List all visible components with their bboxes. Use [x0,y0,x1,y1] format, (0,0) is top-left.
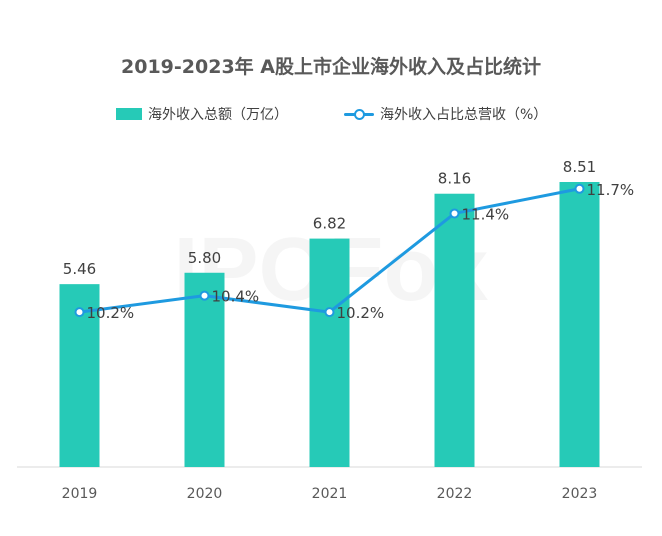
line-point-2020[interactable] [199,290,210,301]
legend-line-label: 海外收入占比总营收（%） [380,107,548,123]
legend-bar-swatch [116,108,142,120]
x-tick-label: 2021 [312,486,348,502]
legend-item-bar-series[interactable]: 海外收入总额（万亿） [116,104,288,124]
line-point-2022[interactable] [449,208,460,219]
line-point-2023[interactable] [574,183,585,194]
line-point-2019[interactable] [74,307,85,318]
bar-value-label: 6.82 [313,215,346,233]
line-value-label: 11.7% [587,181,635,199]
legend-line-swatch [344,108,374,120]
x-tick-label: 2019 [62,486,98,502]
chart-legend: 海外收入总额（万亿） 海外收入占比总营收（%） [0,104,662,128]
bar-value-label: 8.51 [563,158,596,176]
line-value-label: 10.2% [337,304,385,322]
bar-2022[interactable] [434,193,475,467]
legend-bar-label: 海外收入总额（万亿） [148,107,288,123]
x-tick-label: 2020 [187,486,223,502]
bar-2023[interactable] [559,182,600,467]
bar-value-label: 5.46 [63,260,96,278]
x-tick-label: 2022 [437,486,473,502]
bar-2020[interactable] [184,272,225,467]
line-value-label: 10.2% [87,304,135,322]
bar-value-label: 8.16 [438,170,471,188]
x-tick-label: 2023 [562,486,598,502]
chart-title: 2019-2023年 A股上市企业海外收入及占比统计 [121,56,541,78]
line-point-2021[interactable] [324,307,335,318]
line-value-label: 10.4% [212,288,260,306]
bar-value-label: 5.80 [188,249,221,267]
legend-item-line-series[interactable]: 海外收入占比总营收（%） [344,104,547,124]
bar-2021[interactable] [309,238,350,467]
line-value-label: 11.4% [462,205,510,223]
